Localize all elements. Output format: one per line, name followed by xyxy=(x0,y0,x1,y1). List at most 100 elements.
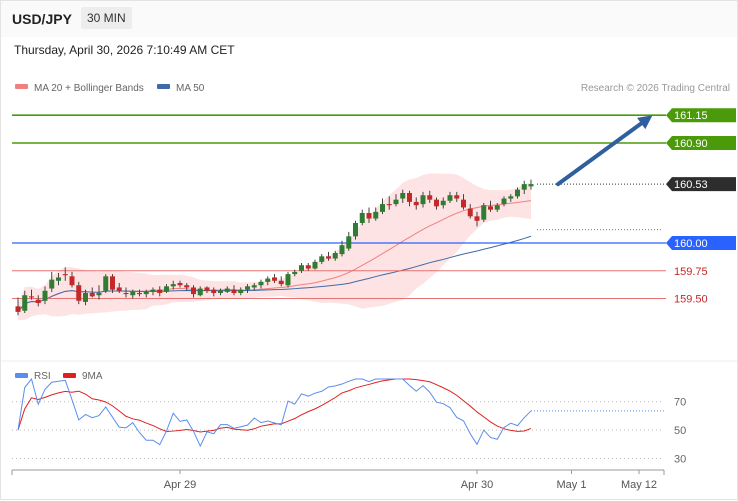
target-label: 160.90 xyxy=(674,138,708,150)
candle-body xyxy=(197,288,203,296)
candle-body xyxy=(393,199,399,205)
candle-body xyxy=(528,184,534,187)
candle-body xyxy=(521,184,527,190)
support-label: 159.50 xyxy=(674,294,708,306)
candle-body xyxy=(481,205,487,220)
candle-body xyxy=(170,284,176,287)
candle-body xyxy=(332,253,338,259)
pivot-tag xyxy=(666,236,736,250)
forecast-arrow-shaft xyxy=(556,121,644,187)
candle-body xyxy=(245,286,250,290)
candle-body xyxy=(359,213,365,223)
time-tick-label: Apr 30 xyxy=(461,479,493,491)
candle-body xyxy=(150,289,156,292)
candle-body xyxy=(474,216,480,221)
candle-body xyxy=(76,285,82,301)
candle-body xyxy=(488,206,493,210)
ma50-legend-label: MA 50 xyxy=(176,83,205,94)
candle-body xyxy=(305,265,311,269)
candles xyxy=(15,179,534,316)
target-tag xyxy=(666,136,736,150)
candle-body xyxy=(400,193,406,199)
candle-body xyxy=(454,195,460,199)
top-bar: USD/JPY 30 MIN xyxy=(1,1,737,37)
candle-body xyxy=(319,256,325,262)
moving-averages xyxy=(17,200,532,313)
candle-body xyxy=(265,278,271,282)
candle-body xyxy=(434,199,439,207)
candle-body xyxy=(177,283,183,286)
candle-body xyxy=(218,290,223,293)
candle-body xyxy=(211,289,217,293)
target-label: 161.15 xyxy=(674,110,708,122)
candle-body xyxy=(184,285,190,288)
rsi-tick-label: 30 xyxy=(674,453,686,465)
candle-body xyxy=(204,287,210,291)
candle-body xyxy=(380,204,385,212)
candle-body xyxy=(62,274,68,276)
candle-body xyxy=(15,306,21,312)
candle-body xyxy=(116,287,122,291)
candle-body xyxy=(407,193,412,202)
ma20-legend-label: MA 20 + Bollinger Bands xyxy=(34,83,144,94)
candle-body xyxy=(440,200,446,206)
interval-button[interactable]: 30 MIN xyxy=(81,7,132,29)
time-tick-label: Apr 29 xyxy=(164,479,196,491)
current-price-label: 160.53 xyxy=(674,179,708,191)
candle-body xyxy=(312,261,318,269)
candle-body xyxy=(461,199,466,208)
candle-body xyxy=(447,195,453,201)
candle-body xyxy=(515,189,520,197)
candle-body xyxy=(278,280,284,285)
candle-body xyxy=(164,286,169,292)
candle-body xyxy=(299,265,304,271)
rsi-ma-line xyxy=(17,378,532,433)
forecast-arrow-head xyxy=(637,115,653,130)
candle-body xyxy=(231,289,237,293)
candle-body xyxy=(251,285,257,288)
bollinger-band xyxy=(18,173,531,321)
candle-body xyxy=(69,276,75,286)
ma20-legend-swatch xyxy=(15,84,28,89)
price-levels: 161.15 160.90 160.53 160.00 159.75 159.50 xyxy=(12,108,736,306)
rsi-lines xyxy=(17,377,664,448)
candle-body xyxy=(373,211,379,219)
candle-body xyxy=(130,291,136,296)
candle-body xyxy=(346,236,352,249)
candle-body xyxy=(285,274,291,286)
current-price-tag xyxy=(666,177,736,192)
candle-body xyxy=(353,223,358,237)
candle-body xyxy=(494,205,500,210)
candle-body xyxy=(386,204,392,206)
candle-body xyxy=(110,276,115,290)
ma50-line xyxy=(17,235,532,313)
candle-body xyxy=(29,296,34,298)
candle-body xyxy=(272,277,277,281)
time-axis-ticks: Apr 29 Apr 30 May 1 May 12 xyxy=(11,470,665,491)
ma50-legend-swatch xyxy=(157,84,170,89)
candle-body xyxy=(467,208,473,217)
symbol-title: USD/JPY xyxy=(12,11,72,27)
pivot-label: 160.00 xyxy=(674,238,708,250)
candle-body xyxy=(292,271,298,275)
candle-body xyxy=(96,293,102,296)
time-tick-label: May 1 xyxy=(557,479,587,491)
candle-body xyxy=(366,213,372,219)
rsi-gridlines: 70 50 30 xyxy=(12,397,686,465)
candle-body xyxy=(258,281,264,286)
candle-body xyxy=(238,289,244,293)
candle-body xyxy=(326,256,331,259)
candle-body xyxy=(191,287,196,295)
rsi-ma-legend-swatch xyxy=(63,373,76,378)
candle-body xyxy=(42,290,48,301)
candle-body xyxy=(89,293,95,297)
candle-body xyxy=(339,245,345,255)
candle-body xyxy=(508,196,514,199)
candle-body xyxy=(420,195,426,205)
candle-body xyxy=(49,279,55,289)
candle-body xyxy=(501,198,507,205)
candle-body xyxy=(413,201,419,206)
rsi-ma-legend-label: 9MA xyxy=(82,371,103,382)
candle-body xyxy=(103,276,109,291)
